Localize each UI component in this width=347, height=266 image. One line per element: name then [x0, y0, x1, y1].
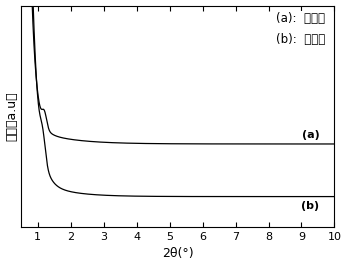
X-axis label: 2θ(°): 2θ(°) — [162, 247, 194, 260]
Text: (a): (a) — [302, 130, 320, 140]
Text: (b): (b) — [302, 201, 320, 211]
Y-axis label: 强度（a.u）: 强度（a.u） — [6, 92, 18, 141]
Text: (a):  煜烧后
(b):  煜烧前: (a): 煜烧后 (b): 煜烧前 — [276, 12, 325, 46]
